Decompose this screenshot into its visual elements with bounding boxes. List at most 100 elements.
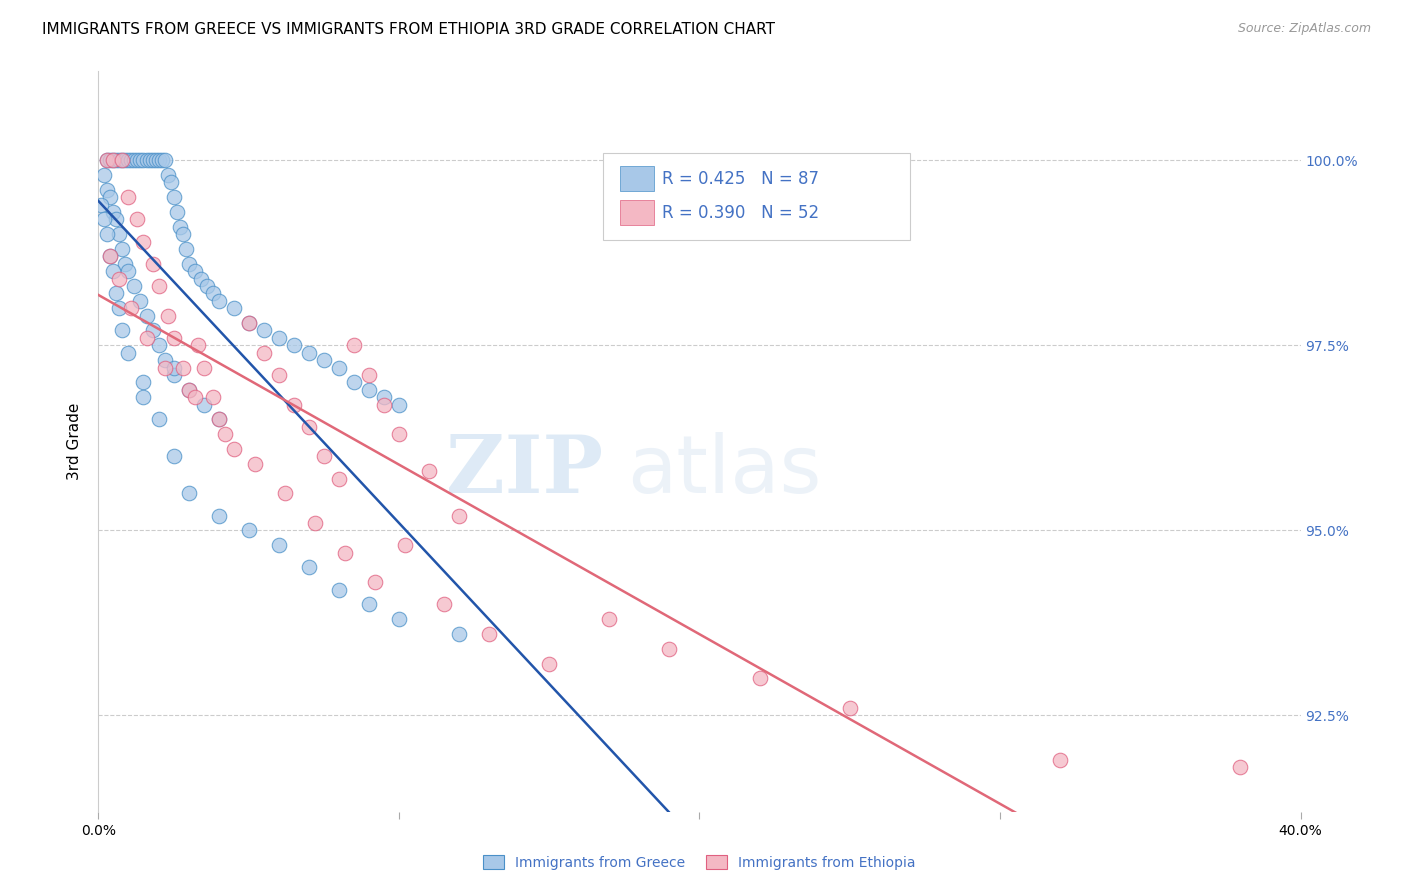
Point (214, 427, 236, 442)
Point (103, 153, 125, 168)
Text: R = 0.390   N = 52: R = 0.390 N = 52 (662, 203, 820, 222)
Point (388, 612, 411, 626)
Point (108, 301, 131, 316)
Point (328, 472, 350, 486)
Point (193, 398, 215, 412)
Point (111, 242, 134, 256)
Point (100, 190, 122, 204)
Point (418, 464, 440, 478)
Point (267, 538, 290, 552)
FancyBboxPatch shape (620, 166, 654, 191)
Point (283, 338, 305, 352)
Point (388, 398, 411, 412)
Point (108, 153, 131, 168)
Point (304, 516, 326, 530)
FancyBboxPatch shape (620, 200, 654, 226)
Point (90, 197, 112, 211)
Point (177, 486, 200, 500)
Point (117, 190, 139, 204)
Point (328, 582, 350, 597)
Point (208, 412, 231, 426)
Point (93, 168, 115, 182)
Point (153, 153, 176, 168)
Point (132, 235, 155, 249)
Point (172, 227, 194, 242)
Point (135, 153, 157, 168)
Point (394, 538, 416, 552)
Point (187, 338, 209, 352)
Point (238, 524, 260, 538)
Point (105, 153, 128, 168)
Point (145, 153, 167, 168)
Point (141, 257, 163, 271)
Point (357, 383, 380, 397)
Point (183, 390, 205, 404)
Point (148, 153, 170, 168)
Point (373, 390, 395, 404)
Point (312, 353, 335, 368)
Point (253, 345, 276, 359)
Point (195, 279, 218, 293)
Point (243, 457, 266, 471)
Point (141, 153, 163, 168)
Point (121, 153, 143, 168)
Point (172, 360, 194, 375)
Point (253, 324, 276, 338)
Point (96, 227, 118, 242)
Text: R = 0.425   N = 87: R = 0.425 N = 87 (662, 169, 820, 187)
Point (111, 324, 134, 338)
Point (343, 376, 366, 390)
Point (312, 450, 335, 464)
Point (388, 427, 411, 442)
Point (111, 153, 134, 168)
Point (96, 153, 118, 168)
Point (283, 398, 305, 412)
Point (93, 212, 115, 227)
Point (111, 153, 134, 168)
Point (333, 546, 356, 560)
Point (103, 205, 125, 219)
Y-axis label: 3rd Grade: 3rd Grade (67, 403, 83, 480)
Text: atlas: atlas (627, 432, 821, 510)
Point (117, 264, 139, 278)
Point (105, 212, 128, 227)
Point (114, 153, 136, 168)
Point (433, 598, 456, 612)
Point (148, 338, 170, 352)
Text: Source: ZipAtlas.com: Source: ZipAtlas.com (1237, 22, 1371, 36)
Point (357, 368, 380, 382)
Point (274, 486, 297, 500)
Point (124, 279, 146, 293)
Point (132, 376, 155, 390)
Point (373, 398, 395, 412)
Point (156, 309, 179, 323)
Legend: Immigrants from Greece, Immigrants from Ethiopia: Immigrants from Greece, Immigrants from … (478, 849, 921, 875)
Point (208, 293, 231, 308)
Point (138, 153, 160, 168)
Point (162, 360, 184, 375)
Point (96, 183, 118, 197)
Point (156, 168, 179, 182)
Point (267, 331, 290, 345)
Point (103, 153, 125, 168)
Point (222, 301, 245, 316)
Point (658, 641, 681, 656)
Point (162, 368, 184, 382)
Point (100, 250, 122, 264)
Point (447, 508, 470, 523)
Point (447, 627, 470, 641)
Point (222, 442, 245, 456)
Point (193, 360, 215, 375)
Point (298, 419, 321, 434)
Point (208, 412, 231, 426)
Point (135, 331, 157, 345)
Point (108, 227, 131, 242)
Point (343, 338, 366, 352)
Point (141, 324, 163, 338)
Text: ZIP: ZIP (446, 432, 603, 510)
Point (1049, 753, 1071, 767)
Point (1229, 760, 1251, 774)
Point (267, 368, 290, 382)
Point (105, 286, 128, 301)
Point (162, 190, 184, 204)
